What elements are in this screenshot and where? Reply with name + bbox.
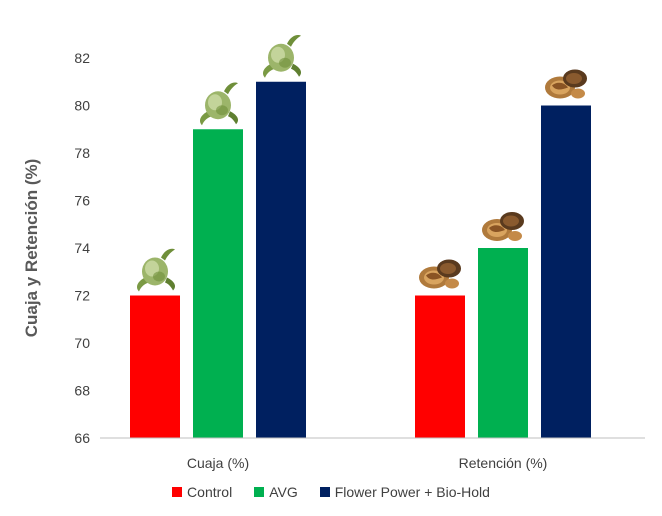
legend-swatch-flower-power	[319, 487, 330, 497]
legend-swatch-avg	[254, 487, 265, 497]
y-tick-label: 74	[74, 240, 90, 256]
legend-item-avg: AVG	[254, 484, 298, 500]
legend-label-avg: AVG	[269, 484, 298, 500]
bar-top-icons	[137, 35, 587, 292]
legend: Control AVG Flower Power + Bio-Hold	[0, 484, 662, 500]
y-tick-label: 76	[74, 193, 90, 209]
y-axis-ticks: 66 68 70 72 74 76 78 80 82	[74, 50, 90, 446]
y-tick-label: 78	[74, 145, 90, 161]
y-tick-label: 66	[74, 430, 90, 446]
category-label-retencion: Retención (%)	[459, 455, 548, 471]
bars	[130, 81, 591, 438]
legend-swatch-control	[172, 487, 183, 497]
y-tick-label: 68	[74, 383, 90, 399]
legend-label-flower-power: Flower Power + Bio-Hold	[334, 484, 490, 500]
walnut-icon	[482, 212, 524, 241]
y-tick-label: 70	[74, 335, 90, 351]
walnut-icon	[545, 69, 587, 99]
bar-flower-power-bio-hold-cuaja	[256, 81, 306, 438]
fruitlet-icon	[263, 35, 301, 78]
walnut-icon	[419, 259, 461, 289]
bar-control-retencion	[415, 295, 465, 438]
category-label-cuaja: Cuaja (%)	[187, 455, 249, 471]
y-axis-title: Cuaja y Retención (%)	[22, 159, 41, 338]
y-tick-label: 72	[74, 288, 90, 304]
bar-avg-retencion	[478, 248, 528, 438]
legend-label-control: Control	[187, 484, 233, 500]
y-tick-label: 82	[74, 50, 90, 66]
y-tick-label: 80	[74, 98, 90, 114]
bar-avg-cuaja	[193, 129, 243, 438]
bar-control-cuaja	[130, 295, 180, 438]
fruitlet-icon	[137, 248, 175, 292]
legend-item-control: Control	[172, 484, 232, 500]
bar-flower-power-bio-hold-retencion	[541, 105, 591, 438]
fruitlet-icon	[200, 82, 238, 126]
legend-item-flower-power: Flower Power + Bio-Hold	[319, 484, 490, 500]
